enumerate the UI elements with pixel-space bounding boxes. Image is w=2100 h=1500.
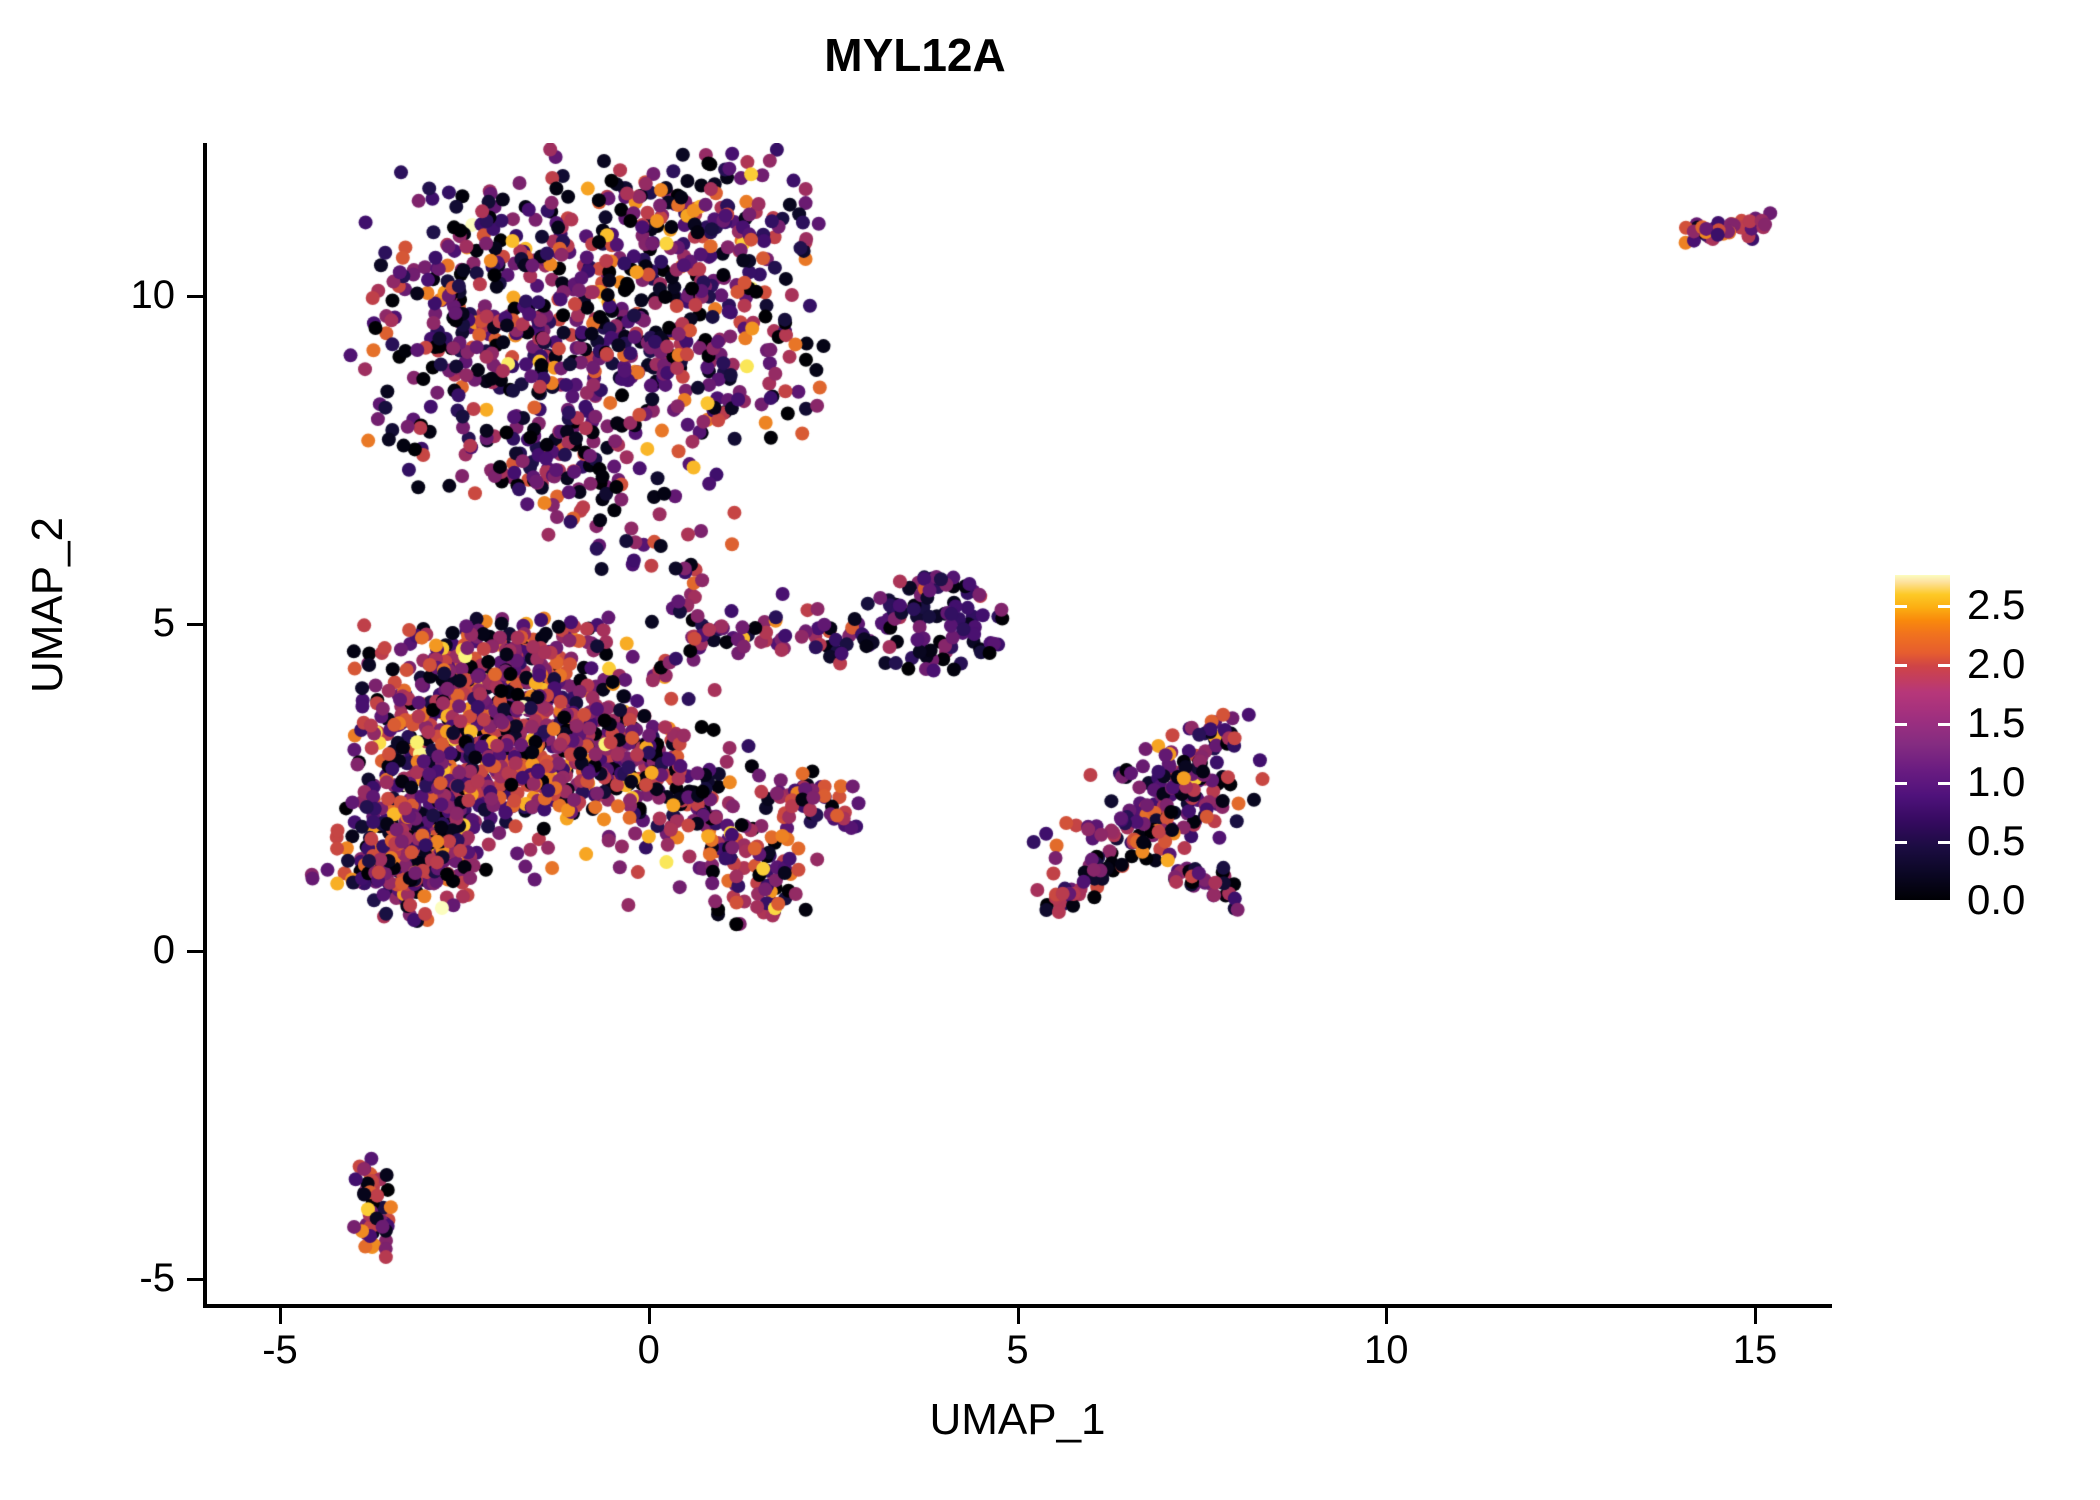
colorbar-tick-label: 2.0 <box>1967 639 2026 687</box>
scatter-points-layer <box>205 143 1830 1306</box>
colorbar-tick-mark <box>1895 900 1907 903</box>
colorbar-tick-label: 1.0 <box>1967 757 2026 805</box>
x-tick-label: 15 <box>1732 1328 1778 1372</box>
colorbar-tick-label: 2.5 <box>1967 580 2026 628</box>
colorbar-tick-mark <box>1895 722 1907 726</box>
x-tick-mark <box>1385 1308 1389 1324</box>
y-axis-line <box>203 143 207 1308</box>
y-tick-label: 10 <box>130 273 176 317</box>
x-axis-line <box>203 1304 1832 1308</box>
y-tick-label: 0 <box>152 928 175 972</box>
y-axis-title: UMAP_2 <box>23 516 72 694</box>
page-title: MYL12A <box>824 29 1006 81</box>
colorbar-tick-mark <box>1938 900 1950 903</box>
x-tick-label: -5 <box>262 1328 298 1372</box>
colorbar-tick-label: 1.5 <box>1967 698 2026 746</box>
colorbar-tick-mark <box>1938 781 1950 785</box>
colorbar-tick-label: 0.5 <box>1967 816 2026 864</box>
x-tick-label: 5 <box>1006 1328 1029 1372</box>
x-tick-mark <box>1754 1308 1757 1324</box>
x-tick-mark <box>647 1308 651 1324</box>
colorbar-gradient <box>1895 575 1950 900</box>
plot-panel <box>205 143 1830 1306</box>
colorbar-tick-mark <box>1938 663 1950 667</box>
y-tick-mark <box>187 950 203 953</box>
colorbar-tick-mark <box>1938 722 1950 726</box>
y-tick-mark <box>187 1277 203 1281</box>
y-tick-mark <box>187 295 203 298</box>
y-tick-label: 5 <box>152 600 175 645</box>
colorbar-tick-mark <box>1895 604 1907 608</box>
x-tick-mark <box>279 1308 282 1324</box>
colorbar-tick-mark <box>1938 840 1950 844</box>
y-tick-label: -5 <box>139 1255 175 1300</box>
x-tick-label: 0 <box>637 1328 660 1372</box>
colorbar-tick-mark <box>1895 781 1907 785</box>
colorbar-tick-mark <box>1895 840 1907 844</box>
x-tick-mark <box>1016 1308 1020 1324</box>
y-tick-mark <box>187 622 203 626</box>
colorbar-tick-label: 0.0 <box>1967 876 2026 923</box>
x-axis-title: UMAP_1 <box>929 1395 1106 1444</box>
colorbar-tick-mark <box>1938 604 1950 608</box>
x-tick-label: 10 <box>1364 1328 1409 1372</box>
colorbar-tick-mark <box>1895 663 1907 667</box>
